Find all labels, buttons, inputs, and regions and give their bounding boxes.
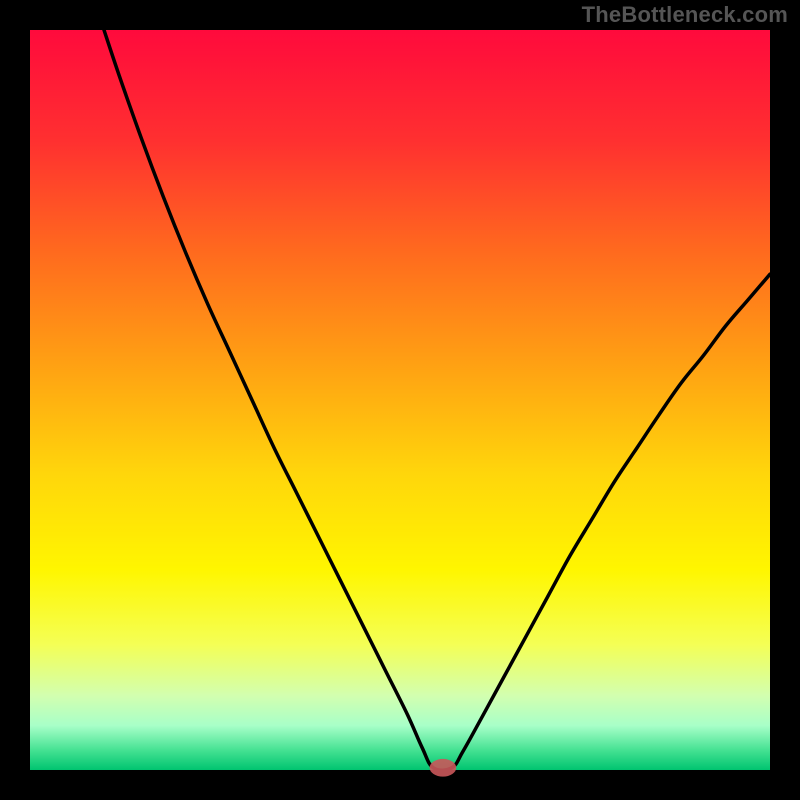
watermark-text: TheBottleneck.com xyxy=(582,2,788,28)
optimal-point-marker xyxy=(430,759,457,777)
bottleneck-chart xyxy=(0,0,800,800)
